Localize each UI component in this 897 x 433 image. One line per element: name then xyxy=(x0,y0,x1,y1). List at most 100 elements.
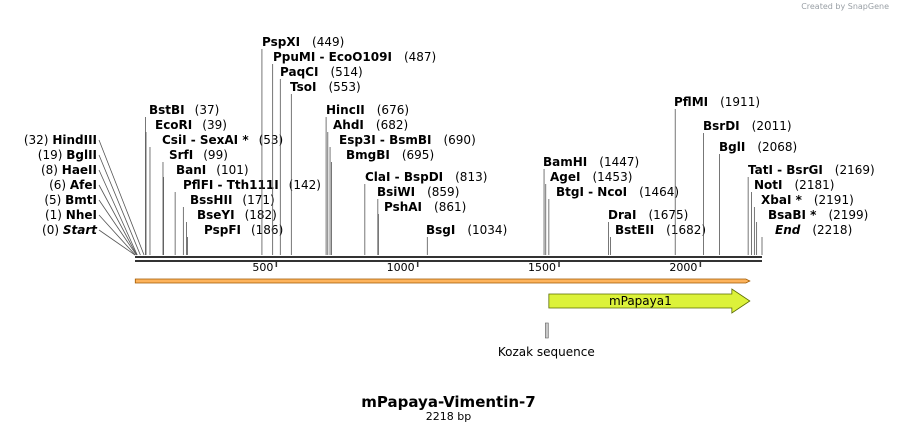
site-label: (8) HaeII xyxy=(41,163,97,177)
feature-kozak-marker[interactable] xyxy=(545,322,549,339)
site-bsiwi[interactable]: BsiWI (859) xyxy=(377,185,459,255)
site-label: PshAI (861) xyxy=(384,200,466,214)
site-label: CsiI - SexAI * (53) xyxy=(162,133,283,147)
site-connector xyxy=(98,214,136,256)
site-tati-bsrgi[interactable]: TatI - BsrGI (2169) xyxy=(747,163,875,255)
site-haeii[interactable]: (8) HaeII xyxy=(41,163,138,256)
site-hincii[interactable]: HincII (676) xyxy=(325,103,409,255)
site-pshai[interactable]: PshAI (861) xyxy=(377,200,466,255)
feature-kozak-label: Kozak sequence xyxy=(498,345,595,359)
site-label: BsaBI * (2199) xyxy=(768,208,868,222)
site-label: PflFI - Tth111I (142) xyxy=(183,178,321,192)
site-end[interactable]: End (2218) xyxy=(761,223,852,255)
site-bsrdi[interactable]: BsrDI (2011) xyxy=(703,119,792,255)
ruler-tick-label: 2000 xyxy=(669,261,697,274)
site-label: ClaI - BspDI (813) xyxy=(365,170,487,184)
site-xbai-star[interactable]: XbaI * (2191) xyxy=(753,193,854,255)
site-label: BstEII (1682) xyxy=(615,223,706,237)
site-label: (19) BglII xyxy=(38,148,97,162)
ruler-tick-label: 1000 xyxy=(387,261,415,274)
site-label: HincII (676) xyxy=(326,103,409,117)
sequence-length-label: 2218 bp xyxy=(425,410,472,423)
site-label: BglI (2068) xyxy=(719,140,797,154)
site-label: BseYI (182) xyxy=(197,208,277,222)
site-label: Esp3I - BsmBI (690) xyxy=(339,133,476,147)
site-esp3i-bsmbi[interactable]: Esp3I - BsmBI (690) xyxy=(329,133,476,255)
site-connector xyxy=(98,229,136,256)
site-start[interactable]: (0) Start xyxy=(42,223,136,256)
site-label: (6) AfeI xyxy=(49,178,97,192)
site-noti[interactable]: NotI (2181) xyxy=(751,178,835,255)
site-btgi-ncoi[interactable]: BtgI - NcoI (1464) xyxy=(548,185,679,255)
site-connector xyxy=(98,169,138,256)
site-connector xyxy=(98,139,145,256)
site-label: (5) BmtI xyxy=(44,193,97,207)
site-connector xyxy=(98,184,138,256)
site-label: BsgI (1034) xyxy=(426,223,507,237)
site-label: TsoI (553) xyxy=(290,80,361,94)
site-bstbi[interactable]: BstBI (37) xyxy=(145,103,219,255)
site-label: EcoRI (39) xyxy=(155,118,227,132)
site-label: XbaI * (2191) xyxy=(761,193,854,207)
site-tsoi[interactable]: TsoI (553) xyxy=(290,80,361,255)
site-label: PspXI (449) xyxy=(262,35,344,49)
site-hindiii[interactable]: (32) HindIII xyxy=(24,133,145,256)
map-title: mPapaya-Vimentin-7 xyxy=(361,393,536,411)
site-pflmi[interactable]: PflMI (1911) xyxy=(674,95,760,255)
site-bgli[interactable]: BglI (2068) xyxy=(719,140,797,255)
site-label: PaqCI (514) xyxy=(280,65,363,79)
site-drai[interactable]: DraI (1675) xyxy=(608,208,688,255)
site-label: AgeI (1453) xyxy=(550,170,632,184)
site-bglii[interactable]: (19) BglII xyxy=(38,148,141,256)
site-bseyi[interactable]: BseYI (182) xyxy=(186,208,277,255)
site-label: (32) HindIII xyxy=(24,133,97,147)
site-bsgi[interactable]: BsgI (1034) xyxy=(426,223,507,255)
site-bsteii[interactable]: BstEII (1682) xyxy=(610,223,706,255)
site-label: SrfI (99) xyxy=(169,148,228,162)
site-label: NotI (2181) xyxy=(754,178,834,192)
site-label: BstBI (37) xyxy=(149,103,219,117)
site-label: BtgI - NcoI (1464) xyxy=(556,185,679,199)
site-label: TatI - BsrGI (2169) xyxy=(748,163,875,177)
site-connector xyxy=(98,154,141,256)
site-bmgbi[interactable]: BmgBI (695) xyxy=(331,148,434,255)
site-clai-bspdi[interactable]: ClaI - BspDI (813) xyxy=(364,170,488,255)
site-ecori[interactable]: EcoRI (39) xyxy=(145,118,227,255)
site-label: BmgBI (695) xyxy=(346,148,434,162)
site-label: AhdI (682) xyxy=(333,118,408,132)
site-label: BssHII (171) xyxy=(190,193,275,207)
site-label: (0) Start xyxy=(42,223,98,237)
feature-mpapaya1-arrow[interactable] xyxy=(548,288,751,314)
site-label: PpuMI - EcoO109I (487) xyxy=(273,50,436,64)
orf-arrow[interactable] xyxy=(134,278,751,284)
site-label: BanI (101) xyxy=(176,163,249,177)
site-label: PflMI (1911) xyxy=(674,95,760,109)
feature-mpapaya1-label: mPapaya1 xyxy=(609,294,672,308)
ruler-tick-label: 1500 xyxy=(528,261,556,274)
site-bani[interactable]: BanI (101) xyxy=(163,163,249,255)
site-afei[interactable]: (6) AfeI xyxy=(49,178,138,256)
site-label: PspFI (186) xyxy=(204,223,283,237)
site-nhei[interactable]: (1) NheI xyxy=(45,208,136,256)
site-ahdi[interactable]: AhdI (682) xyxy=(327,118,408,255)
ruler-tick-label: 500 xyxy=(252,261,273,274)
sequence-backbone-gap xyxy=(135,258,762,260)
site-pflfi-tth111i[interactable]: PflFI - Tth111I (142) xyxy=(174,178,321,255)
site-pspfi[interactable]: PspFI (186) xyxy=(187,223,284,255)
site-label: BamHI (1447) xyxy=(543,155,639,169)
site-paqci[interactable]: PaqCI (514) xyxy=(279,65,363,255)
site-label: BsiWI (859) xyxy=(377,185,459,199)
site-connector xyxy=(98,199,137,256)
site-bsshii[interactable]: BssHII (171) xyxy=(182,193,275,255)
site-pspxi[interactable]: PspXI (449) xyxy=(261,35,344,255)
site-bamhi[interactable]: BamHI (1447) xyxy=(543,155,639,255)
site-bsabi-star[interactable]: BsaBI * (2199) xyxy=(756,208,869,255)
site-label: (1) NheI xyxy=(45,208,97,222)
site-ppumi-ecoo109i[interactable]: PpuMI - EcoO109I (487) xyxy=(272,50,437,255)
site-bmti[interactable]: (5) BmtI xyxy=(44,193,137,256)
site-label: BsrDI (2011) xyxy=(703,119,792,133)
site-srfi[interactable]: SrfI (99) xyxy=(162,148,228,255)
site-csii-sexai-star[interactable]: CsiI - SexAI * (53) xyxy=(149,133,283,255)
site-agei[interactable]: AgeI (1453) xyxy=(545,170,633,255)
